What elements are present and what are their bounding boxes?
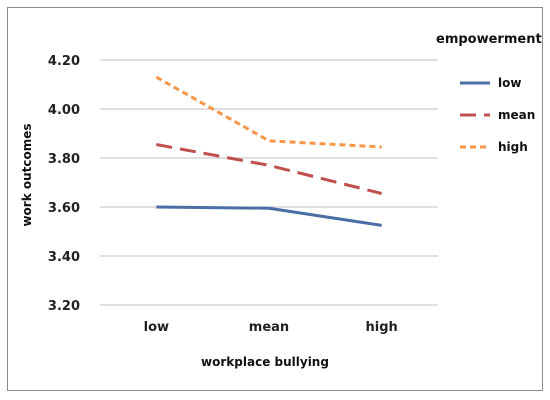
gridlines [100, 59, 438, 306]
y-tick-label: 3.40 [48, 250, 80, 265]
x-axis-ticks: low mean high [144, 320, 398, 335]
x-tick-label: low [144, 320, 169, 335]
y-tick-label: 3.20 [48, 299, 80, 314]
series-line-high [155, 75, 382, 149]
legend: empowerment low mean high [436, 32, 542, 154]
y-tick-label: 4.00 [48, 103, 80, 118]
legend-label-mean: mean [498, 108, 535, 122]
y-axis-title: work outcomes [20, 123, 34, 226]
series-line-low [156, 205, 382, 227]
legend-label-low: low [498, 76, 521, 90]
y-tick-label: 3.80 [48, 152, 80, 167]
chart-frame [7, 7, 543, 391]
series-line-mean [156, 143, 383, 195]
y-tick-label: 3.60 [48, 201, 80, 216]
y-tick-label: 4.20 [48, 54, 80, 69]
y-axis-ticks: 3.20 3.40 3.60 3.80 4.00 4.20 [48, 54, 80, 314]
x-tick-label: mean [249, 320, 289, 335]
series-lines [155, 75, 383, 227]
x-tick-label: high [366, 320, 398, 335]
legend-label-high: high [498, 140, 528, 154]
x-axis-title: workplace bullying [201, 355, 329, 369]
legend-title: empowerment [436, 32, 542, 47]
